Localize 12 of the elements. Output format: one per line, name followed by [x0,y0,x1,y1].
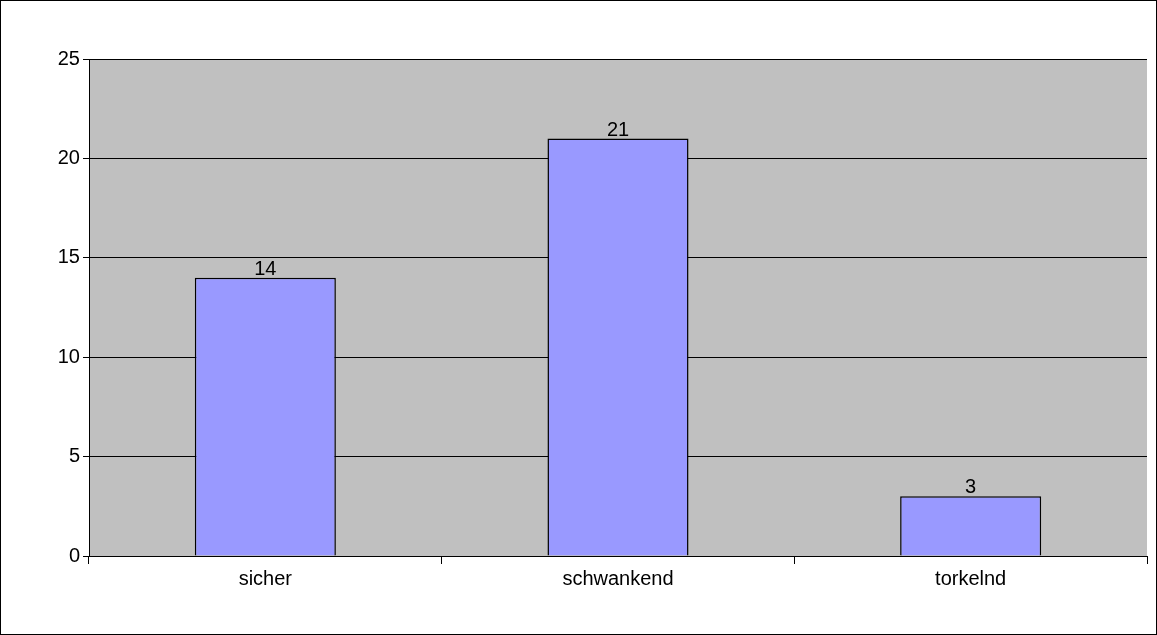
x-tick-label: schwankend [562,566,674,589]
data-label: 21 [606,117,630,140]
y-tick-label: 5 [68,444,80,467]
y-tick-label: 10 [57,344,80,367]
y-tick-label: 20 [57,145,80,168]
x-tick-label: torkelnd [935,566,1007,589]
data-label: 3 [965,475,977,498]
y-tick-label: 25 [57,46,80,69]
y-tick-label: 15 [57,245,80,268]
data-label: 14 [254,256,277,279]
x-tick-label: sicher [238,566,293,589]
y-tick-label: 0 [68,543,80,566]
